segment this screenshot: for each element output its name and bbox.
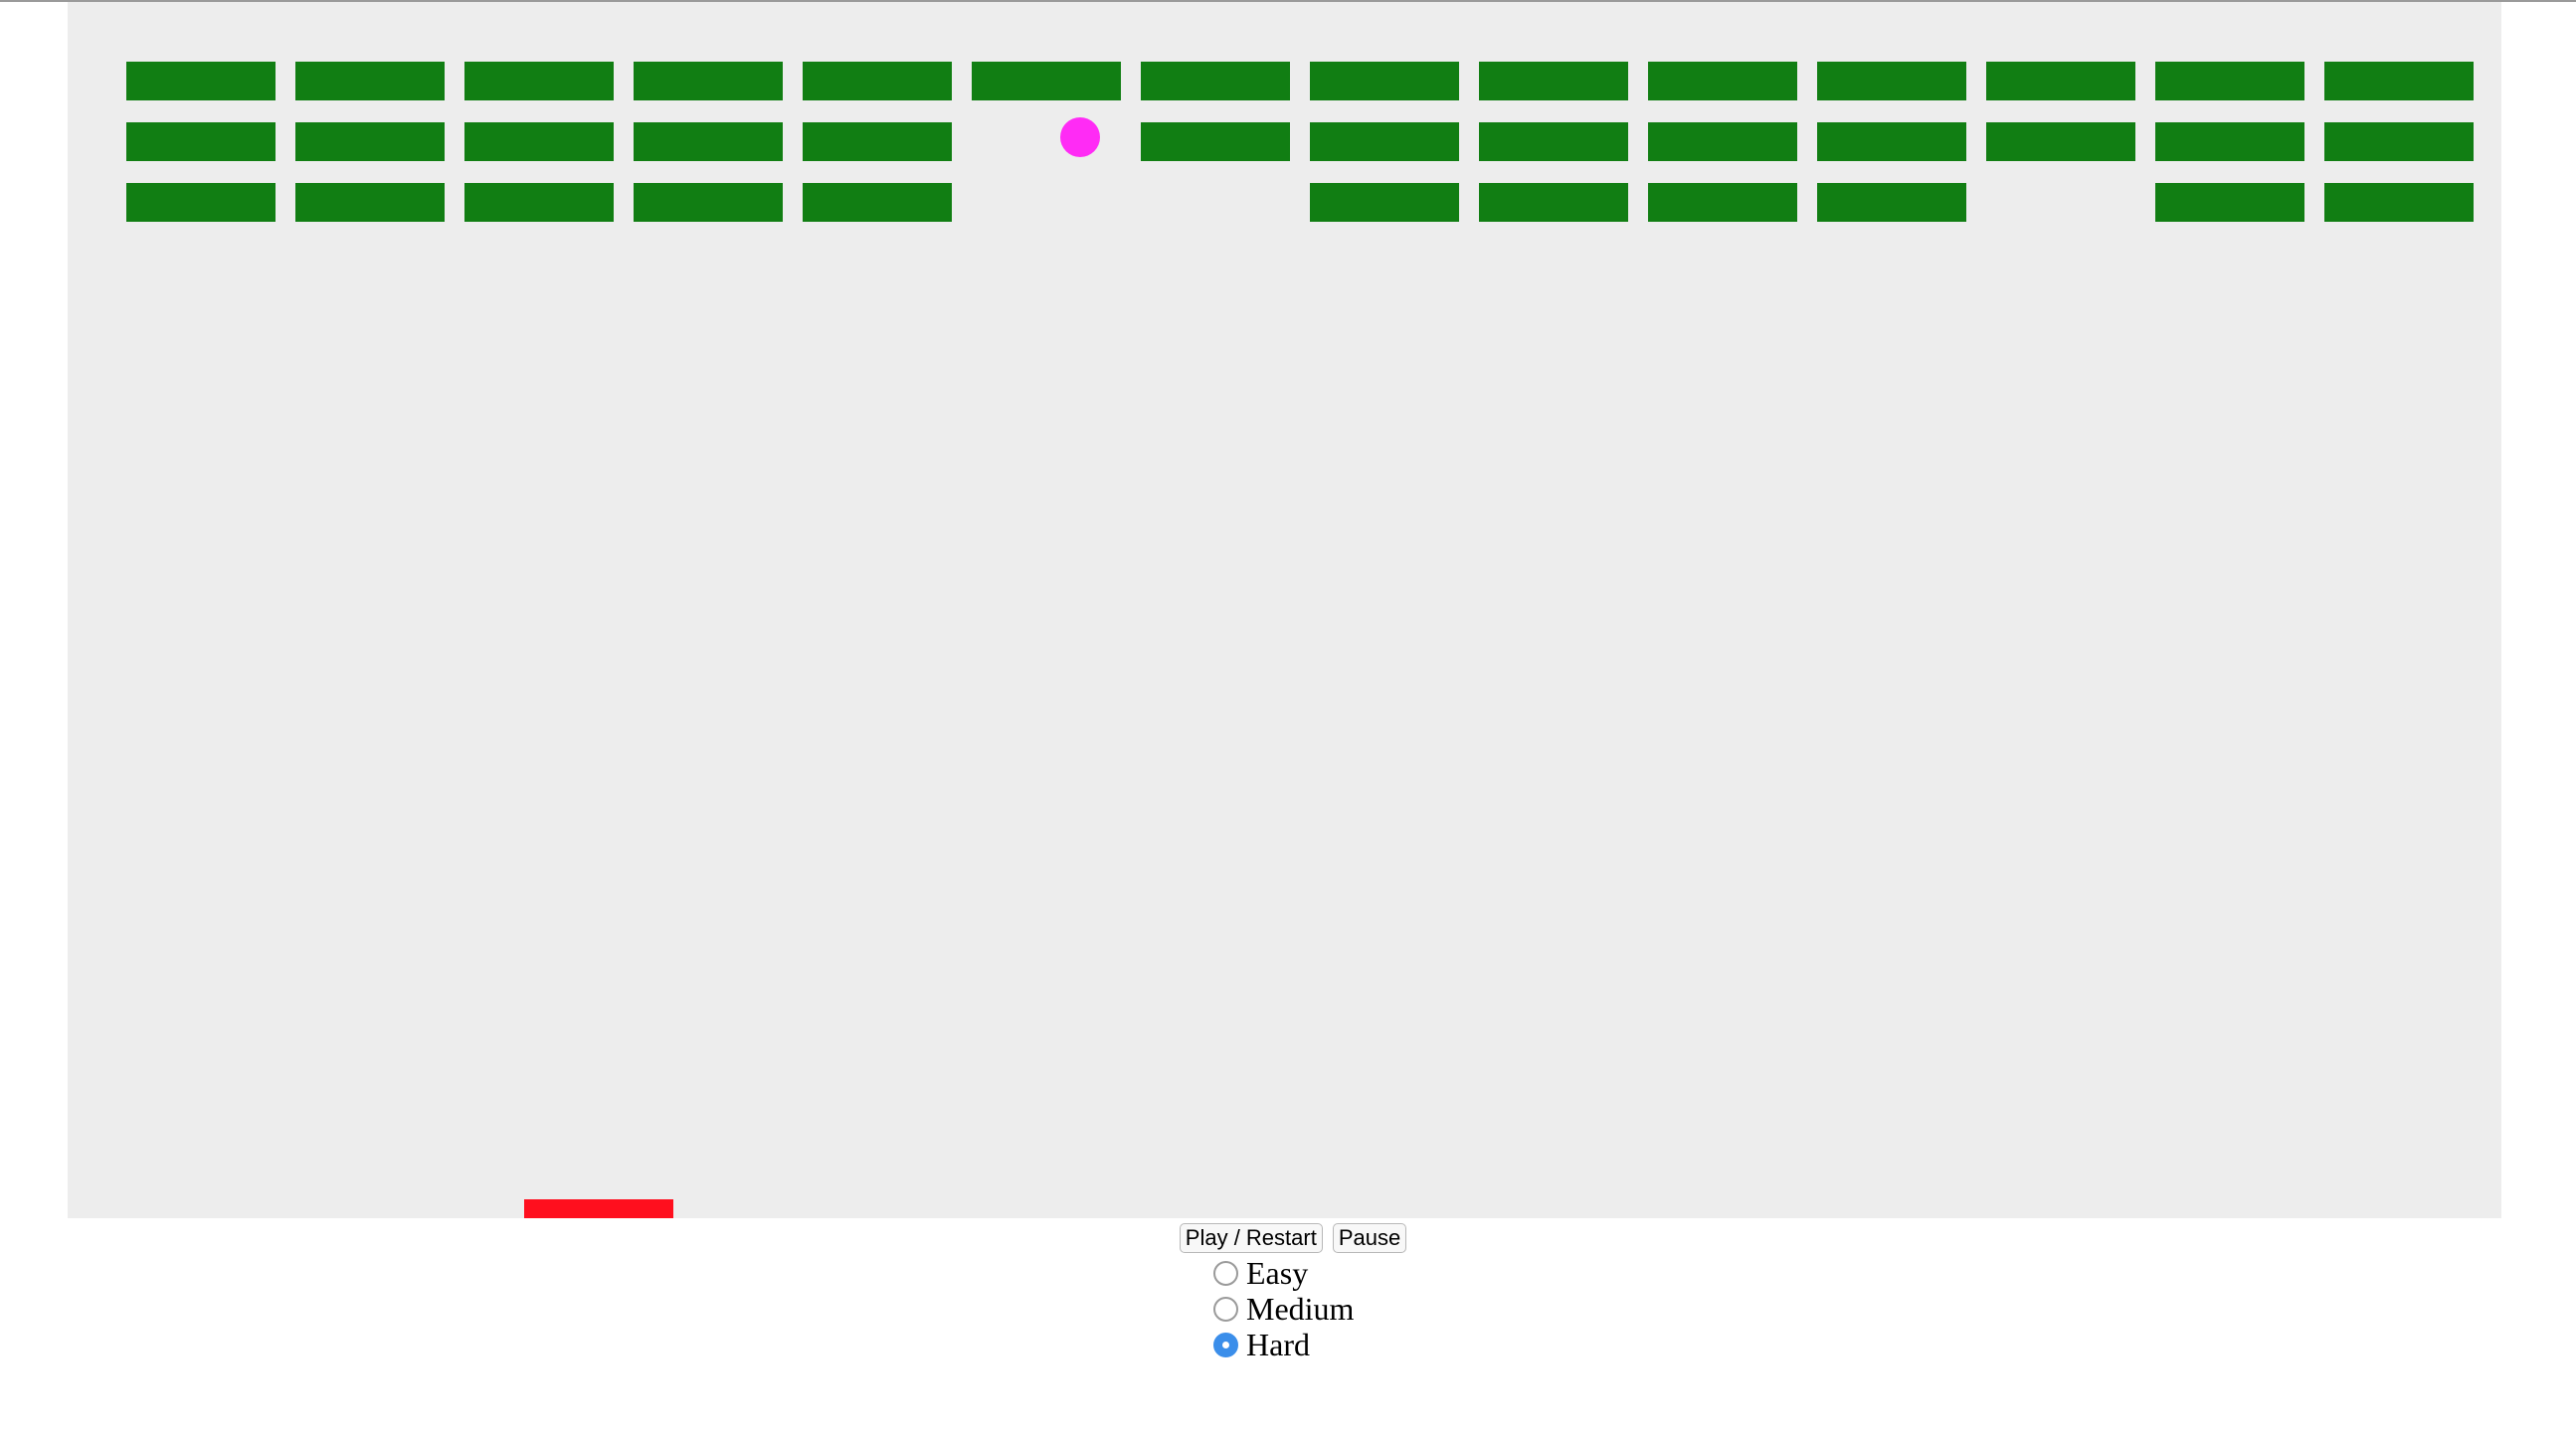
brick [295, 62, 445, 100]
brick [2324, 122, 2474, 161]
difficulty-option-medium[interactable]: Medium [1213, 1291, 1354, 1327]
window-top-border [0, 0, 2576, 2]
brick [634, 122, 783, 161]
pause-button[interactable]: Pause [1332, 1223, 1407, 1253]
brick [1986, 122, 2135, 161]
brick [972, 62, 1121, 100]
brick [1986, 62, 2135, 100]
ball [1060, 117, 1100, 157]
difficulty-label-medium: Medium [1246, 1290, 1355, 1327]
brick [295, 183, 445, 222]
game-canvas[interactable] [68, 2, 2501, 1218]
brick [295, 122, 445, 161]
brick [464, 122, 614, 161]
brick [126, 122, 276, 161]
brick [464, 183, 614, 222]
difficulty-label-hard: Hard [1246, 1326, 1310, 1362]
brick [2324, 62, 2474, 100]
brick [634, 183, 783, 222]
brick [803, 62, 952, 100]
brick [803, 183, 952, 222]
brick [1648, 62, 1797, 100]
brick [126, 183, 276, 222]
difficulty-option-hard[interactable]: Hard [1213, 1327, 1354, 1362]
difficulty-label-easy: Easy [1246, 1254, 1309, 1291]
play-restart-button[interactable]: Play / Restart [1179, 1223, 1323, 1253]
brick [1310, 183, 1459, 222]
brick [1648, 183, 1797, 222]
brick [634, 62, 783, 100]
brick [1817, 122, 1966, 161]
brick [2324, 183, 2474, 222]
brick [1817, 62, 1966, 100]
radio-medium[interactable] [1213, 1296, 1238, 1322]
radio-easy[interactable] [1213, 1260, 1238, 1286]
brick [2155, 62, 2304, 100]
brick [1479, 183, 1628, 222]
brick [1141, 62, 1290, 100]
brick [2155, 183, 2304, 222]
brick [1310, 122, 1459, 161]
difficulty-selector: Easy Medium Hard [1213, 1255, 1354, 1362]
brick [1141, 122, 1290, 161]
brick [1817, 183, 1966, 222]
game-controls: Play / Restart Pause [1174, 1223, 1412, 1255]
brick [803, 122, 952, 161]
difficulty-option-easy[interactable]: Easy [1213, 1255, 1354, 1291]
radio-hard[interactable] [1213, 1332, 1238, 1357]
brick [126, 62, 276, 100]
brick [1479, 62, 1628, 100]
brick [1310, 62, 1459, 100]
paddle[interactable] [524, 1199, 673, 1218]
brick [1479, 122, 1628, 161]
brick [1648, 122, 1797, 161]
brick [2155, 122, 2304, 161]
brick [464, 62, 614, 100]
